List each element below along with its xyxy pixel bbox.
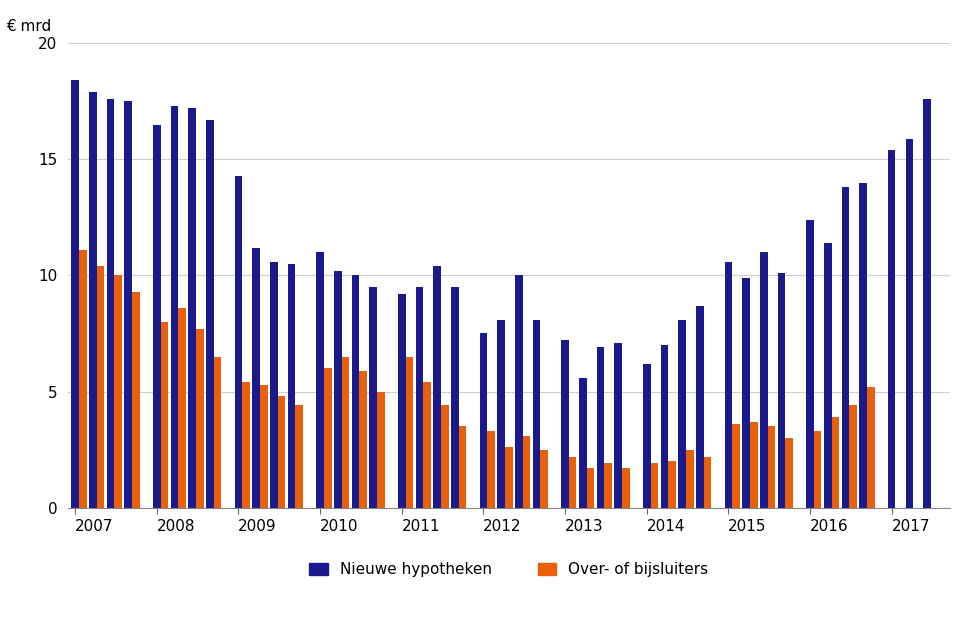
Bar [806,220,814,508]
Bar [107,99,114,508]
Bar [842,187,849,508]
Bar [89,92,97,508]
Bar [605,464,612,508]
Bar [923,99,931,508]
Bar [867,387,875,508]
Bar [78,250,86,508]
Bar [178,308,186,508]
Bar [814,431,822,508]
Bar [171,106,178,508]
Bar [114,275,122,508]
Bar [451,287,458,508]
Bar [97,266,105,508]
Bar [860,183,867,508]
Bar [733,424,739,508]
Bar [324,368,331,508]
Bar [614,343,622,508]
Bar [352,275,359,508]
Bar [561,340,569,508]
Bar [188,108,196,508]
Bar [622,468,630,508]
Bar [578,378,586,508]
Bar [405,357,413,508]
Bar [522,436,530,508]
Bar [650,464,658,508]
Bar [206,120,214,508]
Bar [888,150,895,508]
Bar [849,405,857,508]
Bar [487,431,495,508]
Bar [334,271,341,508]
Bar [831,417,839,508]
Bar [416,287,423,508]
Bar [341,357,349,508]
Bar [778,273,785,508]
Bar [703,456,711,508]
Bar [433,266,441,508]
Bar [742,278,750,508]
Bar [423,382,431,508]
Bar [288,264,296,508]
Bar [725,261,733,508]
Bar [480,334,487,508]
Legend: Nieuwe hypotheken, Over- of bijsluiters: Nieuwe hypotheken, Over- of bijsluiters [303,556,714,584]
Bar [533,319,541,508]
Bar [242,382,250,508]
Bar [760,252,767,508]
Bar [750,422,758,508]
Bar [124,102,132,508]
Bar [767,426,775,508]
Bar [458,426,466,508]
Bar [586,468,594,508]
Bar [785,438,793,508]
Bar [316,252,324,508]
Bar [669,461,676,508]
Bar [359,371,367,508]
Bar [398,294,405,508]
Bar [153,124,161,508]
Bar [132,292,140,508]
Bar [597,347,605,508]
Bar [278,396,285,508]
Bar [696,306,703,508]
Bar [369,287,377,508]
Bar [906,139,913,508]
Bar [214,357,221,508]
Text: € mrd: € mrd [6,19,51,34]
Bar [505,447,513,508]
Bar [252,248,260,508]
Bar [661,345,669,508]
Bar [824,243,831,508]
Bar [515,275,522,508]
Bar [234,176,242,508]
Bar [678,319,686,508]
Bar [161,322,169,508]
Bar [686,449,694,508]
Bar [541,449,548,508]
Bar [296,405,303,508]
Bar [260,384,267,508]
Bar [441,405,449,508]
Bar [642,363,650,508]
Bar [71,80,78,508]
Bar [270,261,278,508]
Bar [569,456,577,508]
Bar [377,391,385,508]
Bar [196,329,203,508]
Bar [497,319,505,508]
